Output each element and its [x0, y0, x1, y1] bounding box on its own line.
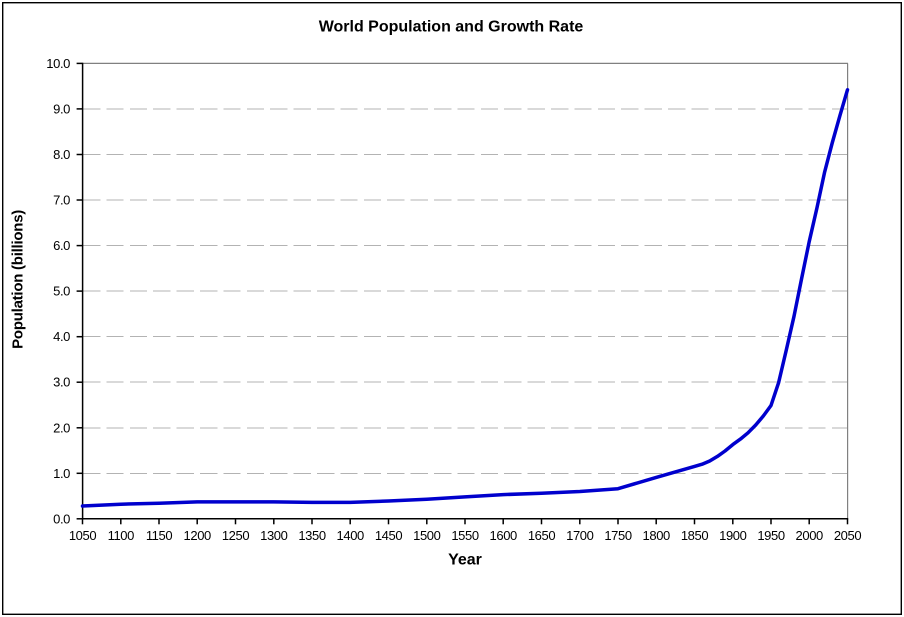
svg-text:4.0: 4.0	[53, 329, 70, 344]
svg-text:1750: 1750	[604, 528, 631, 543]
svg-text:1700: 1700	[566, 528, 593, 543]
svg-text:0.0: 0.0	[53, 511, 70, 526]
svg-text:1250: 1250	[222, 528, 249, 543]
svg-text:1150: 1150	[146, 528, 173, 543]
svg-text:8.0: 8.0	[53, 147, 70, 162]
svg-text:Year: Year	[448, 552, 482, 569]
svg-text:5.0: 5.0	[53, 284, 70, 299]
svg-text:1900: 1900	[719, 528, 746, 543]
svg-text:1050: 1050	[69, 528, 96, 543]
svg-text:10.0: 10.0	[46, 56, 70, 71]
svg-text:2050: 2050	[834, 528, 861, 543]
svg-text:1400: 1400	[337, 528, 364, 543]
svg-text:1600: 1600	[490, 528, 517, 543]
svg-text:3.0: 3.0	[53, 375, 70, 390]
svg-text:1100: 1100	[108, 528, 135, 543]
svg-text:1550: 1550	[451, 528, 478, 543]
svg-text:1.0: 1.0	[53, 466, 70, 481]
svg-text:1300: 1300	[260, 528, 287, 543]
svg-text:Population (billions): Population (billions)	[9, 210, 26, 349]
svg-text:1850: 1850	[681, 528, 708, 543]
svg-text:2.0: 2.0	[53, 420, 70, 435]
svg-text:1500: 1500	[413, 528, 440, 543]
svg-text:1950: 1950	[757, 528, 784, 543]
svg-text:1200: 1200	[184, 528, 211, 543]
svg-text:1350: 1350	[298, 528, 325, 543]
svg-text:6.0: 6.0	[53, 238, 70, 253]
svg-text:1800: 1800	[643, 528, 670, 543]
svg-text:1650: 1650	[528, 528, 555, 543]
svg-text:9.0: 9.0	[53, 101, 70, 116]
svg-text:1450: 1450	[375, 528, 402, 543]
svg-text:7.0: 7.0	[53, 193, 70, 208]
svg-text:World Population and Growth Ra: World Population and Growth Rate	[319, 19, 584, 36]
svg-text:2000: 2000	[796, 528, 823, 543]
